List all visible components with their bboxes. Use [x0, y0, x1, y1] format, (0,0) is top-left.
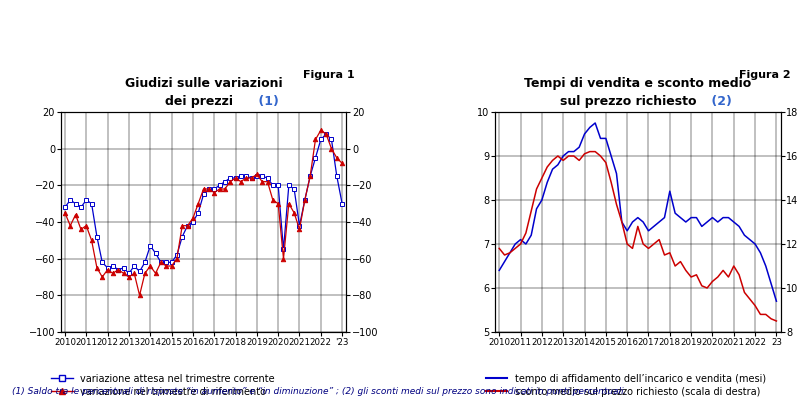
Text: (1) Saldo tra le percentuali di risposte “in aumento” e “in diminuzione” ; (2) g: (1) Saldo tra le percentuali di risposte…	[12, 387, 627, 396]
Text: dei prezzi: dei prezzi	[166, 95, 234, 108]
Legend: variazione attesa nel trimestre corrente, variazione nel trimestre di riferiment: variazione attesa nel trimestre corrente…	[51, 374, 275, 397]
Text: Figura 2: Figura 2	[739, 70, 790, 80]
Legend: tempo di affidamento dell’incarico e vendita (mesi), sconto medio sul prezzo ric: tempo di affidamento dell’incarico e ven…	[485, 374, 766, 397]
Text: Tempi di vendita e sconto medio: Tempi di vendita e sconto medio	[524, 77, 752, 90]
Text: Figura 1: Figura 1	[303, 70, 354, 80]
Text: (1): (1)	[254, 95, 278, 108]
Text: (2): (2)	[706, 95, 731, 108]
Text: Giudizi sulle variazioni: Giudizi sulle variazioni	[125, 77, 282, 90]
Text: sul prezzo richiesto: sul prezzo richiesto	[560, 95, 697, 108]
